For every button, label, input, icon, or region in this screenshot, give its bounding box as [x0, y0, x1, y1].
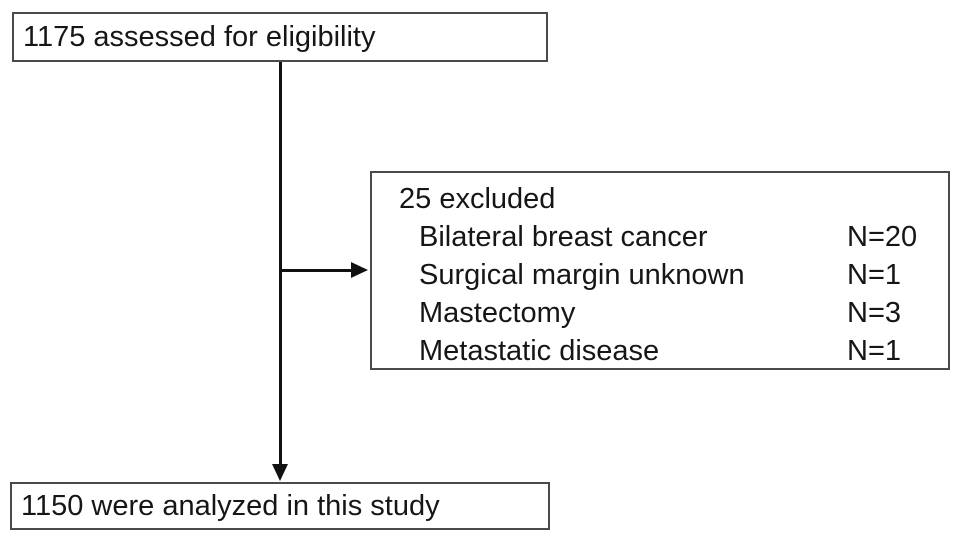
excluded-item-row: Surgical margin unknown N=1 — [372, 256, 948, 294]
excluded-item-label: Bilateral breast cancer — [419, 221, 708, 253]
excluded-box-title: 25 excluded — [399, 183, 556, 215]
excluded-item-label: Surgical margin unknown — [419, 259, 745, 291]
excluded-item-count: N=20 — [847, 221, 918, 253]
excluded-item-label: Mastectomy — [419, 297, 576, 329]
excluded-item-count: N=1 — [847, 259, 902, 291]
excluded-item-count: N=1 — [847, 335, 902, 367]
arrowhead-right-icon — [351, 262, 368, 278]
assessed-for-eligibility-box: 1175 assessed for eligibility — [12, 12, 548, 62]
excluded-item-label: Metastatic disease — [419, 335, 660, 367]
branch-arrow-line — [281, 269, 353, 272]
excluded-item-row: Mastectomy N=3 — [372, 294, 948, 332]
assessed-box-label: 1175 assessed for eligibility — [23, 20, 376, 53]
excluded-item-row: Bilateral breast cancer N=20 — [372, 218, 948, 256]
down-arrow-line — [279, 62, 282, 466]
excluded-item-row: Metastatic disease N=1 — [372, 332, 948, 370]
excluded-box: 25 excluded Bilateral breast cancer N=20… — [370, 171, 950, 370]
analyzed-box-label: 1150 were analyzed in this study — [21, 489, 440, 522]
excluded-item-count: N=3 — [847, 297, 902, 329]
analyzed-box: 1150 were analyzed in this study — [10, 482, 550, 530]
arrowhead-down-icon — [272, 464, 288, 481]
